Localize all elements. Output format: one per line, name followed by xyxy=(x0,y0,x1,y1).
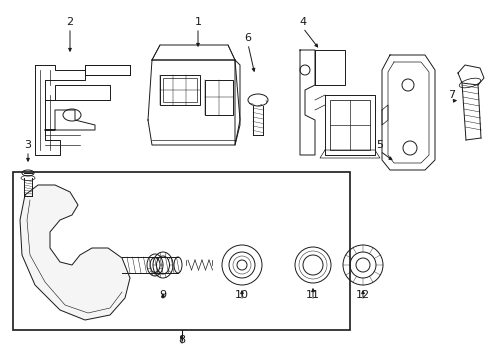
Text: 2: 2 xyxy=(66,17,73,27)
Text: 9: 9 xyxy=(159,290,166,300)
Text: 4: 4 xyxy=(299,17,306,27)
Text: 8: 8 xyxy=(178,335,185,345)
Bar xyxy=(160,75,200,105)
Text: 11: 11 xyxy=(305,290,319,300)
Text: 1: 1 xyxy=(194,17,201,27)
Text: 6: 6 xyxy=(244,33,251,43)
Text: 5: 5 xyxy=(376,140,383,150)
Bar xyxy=(204,80,232,115)
Text: 3: 3 xyxy=(24,140,31,150)
Bar xyxy=(163,78,197,102)
Text: 10: 10 xyxy=(235,290,248,300)
Text: 7: 7 xyxy=(447,90,455,100)
Text: 12: 12 xyxy=(355,290,369,300)
Polygon shape xyxy=(20,185,130,320)
Bar xyxy=(329,100,369,150)
Bar xyxy=(13,172,349,330)
